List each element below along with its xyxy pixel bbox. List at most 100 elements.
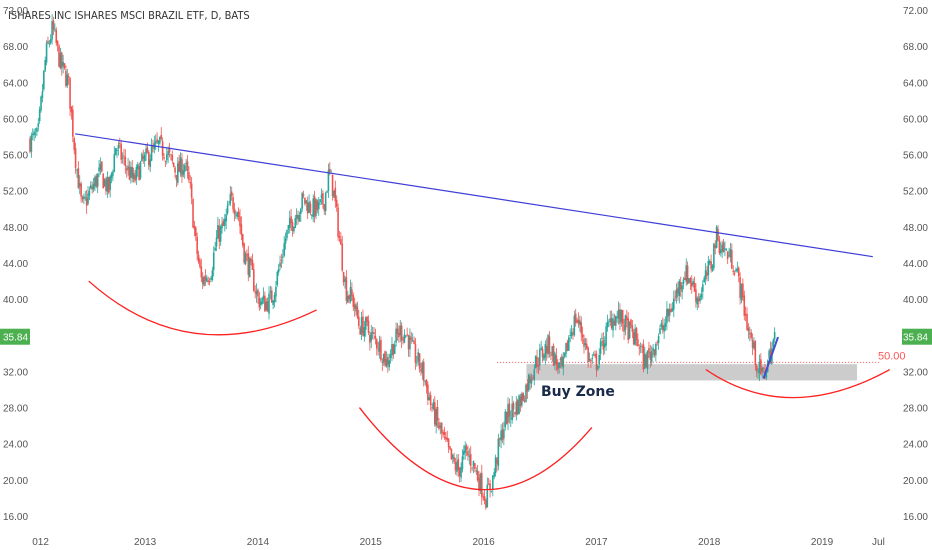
candle-body — [442, 432, 444, 435]
candle-body — [29, 138, 31, 152]
candle-body — [135, 167, 138, 180]
candle-body — [534, 355, 537, 368]
candle-body — [290, 216, 292, 224]
candle-body — [244, 253, 247, 265]
candle-body — [52, 21, 55, 30]
candle-body — [373, 332, 375, 335]
candle-body — [185, 162, 187, 165]
candle-body — [692, 281, 694, 285]
y-tick-label-right: 52.00 — [903, 187, 928, 198]
y-tick-label-left: 32.00 — [3, 367, 28, 378]
y-tick-label-right: 64.00 — [903, 78, 928, 89]
candle-body — [322, 193, 324, 205]
candle-body — [98, 167, 100, 172]
level-line-label: 50.00 — [878, 350, 906, 362]
candle-body — [482, 497, 484, 498]
candle-body — [92, 184, 95, 190]
candle-body — [761, 367, 764, 372]
candle-body — [367, 320, 370, 333]
candle-body — [43, 70, 45, 90]
candle-body — [718, 239, 721, 254]
candle-body — [259, 301, 262, 305]
candle-body — [731, 250, 733, 269]
candle-body — [152, 146, 154, 148]
candle-body — [512, 403, 515, 410]
candle-body — [356, 306, 359, 318]
candle-body — [188, 171, 190, 181]
candle-body — [594, 353, 596, 356]
candle-body — [422, 362, 425, 381]
candle-body — [652, 347, 654, 352]
candle-body — [616, 316, 618, 318]
candle-body — [355, 304, 357, 312]
candle-body — [99, 163, 102, 170]
y-tick-label-right: 72.00 — [903, 6, 928, 17]
x-tick-label: 2014 — [247, 537, 270, 548]
candle-body — [526, 383, 529, 392]
candle-body — [742, 283, 744, 298]
candle-body — [302, 194, 305, 196]
candle-body — [558, 362, 560, 368]
candle-body — [637, 339, 639, 347]
candle-body — [591, 357, 594, 359]
candle-body — [554, 353, 556, 365]
candle-body — [95, 176, 98, 187]
candle-body — [212, 252, 215, 270]
candle-body — [599, 341, 602, 355]
y-tick-label-right: 32.00 — [903, 367, 928, 378]
candle-body — [258, 297, 261, 308]
candle-body — [326, 191, 328, 193]
candle-body — [543, 355, 545, 360]
candle-body — [114, 148, 117, 156]
candle-body — [337, 207, 339, 237]
candle-body — [540, 347, 542, 350]
candle-body — [165, 154, 168, 161]
candle-body — [141, 153, 143, 162]
candle-body — [736, 268, 739, 271]
candle-body — [317, 202, 320, 210]
candle-body — [262, 295, 265, 300]
candle-body — [353, 304, 356, 309]
candle-body — [653, 349, 656, 356]
candle-body — [239, 216, 241, 227]
candle-body — [175, 174, 178, 181]
candle-body — [235, 215, 237, 217]
candle-body — [389, 354, 392, 359]
y-tick-label-left: 60.00 — [3, 114, 28, 125]
candle-body — [341, 243, 344, 271]
candle-body — [706, 272, 708, 276]
candle-body — [740, 283, 743, 300]
candle-body — [226, 205, 229, 214]
last-price-tag-right — [902, 328, 932, 345]
y-tick-label-left: 72.00 — [3, 6, 28, 17]
candle-body — [265, 301, 268, 310]
candle-body — [119, 143, 121, 145]
candle-body — [409, 336, 411, 350]
candle-body — [606, 321, 609, 328]
y-tick-label-right: 56.00 — [903, 151, 928, 162]
candle-body — [605, 326, 607, 346]
candle-body — [735, 269, 737, 272]
candle-body — [106, 176, 109, 192]
candle-body — [76, 169, 78, 171]
y-tick-label-left: 44.00 — [3, 259, 28, 270]
candle-body — [552, 345, 555, 366]
candle-body — [167, 151, 169, 155]
candle-body — [178, 161, 181, 172]
candle-body — [377, 349, 379, 351]
candle-body — [576, 320, 578, 323]
candle-body — [504, 411, 507, 428]
candle-body — [183, 165, 186, 172]
candle-body — [632, 332, 635, 345]
candle-body — [580, 322, 583, 334]
candle-body — [206, 278, 208, 282]
candle-body — [566, 341, 569, 351]
candle-body — [33, 131, 35, 136]
candle-body — [659, 328, 661, 335]
candle-body — [743, 295, 746, 316]
candle-body — [371, 332, 374, 334]
candle-body — [327, 170, 330, 191]
candle-body — [404, 335, 407, 337]
candle-body — [269, 291, 272, 293]
